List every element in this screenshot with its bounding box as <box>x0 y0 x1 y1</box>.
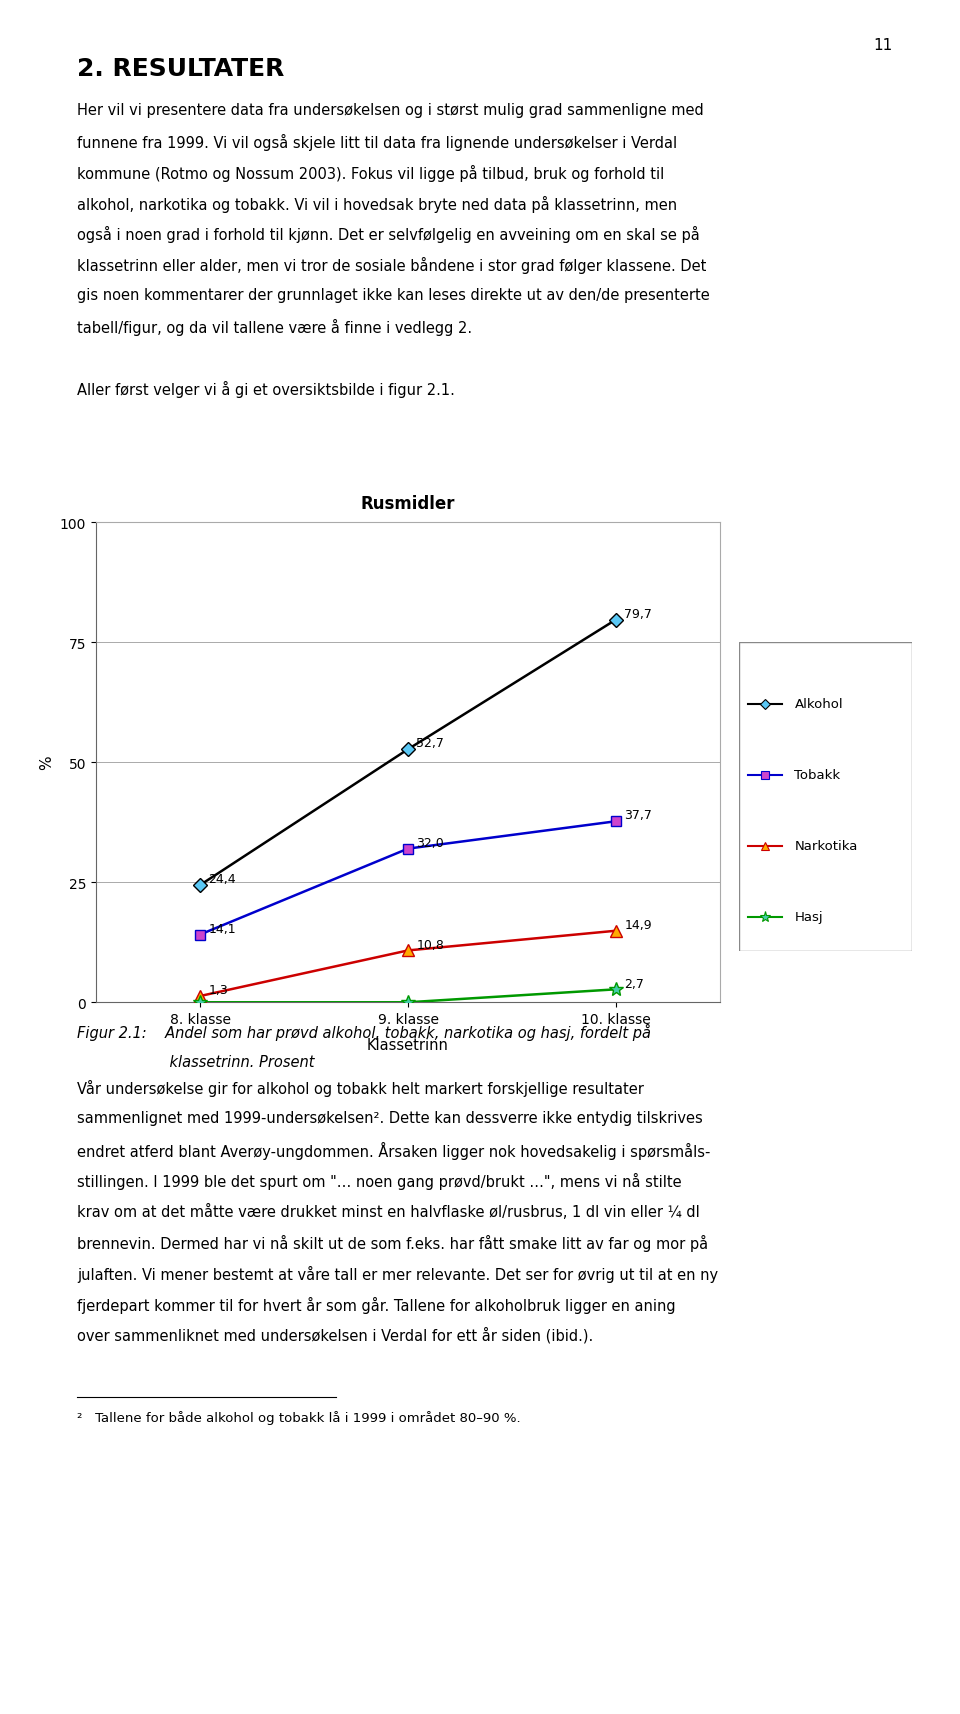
Text: 10,8: 10,8 <box>417 938 444 951</box>
Text: 79,7: 79,7 <box>624 607 652 620</box>
Text: julaften. Vi mener bestemt at våre tall er mer relevante. Det ser for øvrig ut t: julaften. Vi mener bestemt at våre tall … <box>77 1265 718 1282</box>
Y-axis label: %: % <box>39 756 55 770</box>
Text: fjerdepart kommer til for hvert år som går. Tallene for alkoholbruk ligger en an: fjerdepart kommer til for hvert år som g… <box>77 1296 676 1313</box>
Text: stillingen. I 1999 ble det spurt om "… noen gang prøvd/brukt …", mens vi nå stil: stillingen. I 1999 ble det spurt om "… n… <box>77 1172 682 1190</box>
Text: tabell/figur, og da vil tallene være å finne i vedlegg 2.: tabell/figur, og da vil tallene være å f… <box>77 319 472 336</box>
Text: Her vil vi presentere data fra undersøkelsen og i størst mulig grad sammenligne : Her vil vi presentere data fra undersøke… <box>77 103 704 118</box>
Text: klassetrinn. Prosent: klassetrinn. Prosent <box>77 1054 314 1070</box>
Text: over sammenliknet med undersøkelsen i Verdal for ett år siden (ibid.).: over sammenliknet med undersøkelsen i Ve… <box>77 1327 593 1344</box>
Text: Vår undersøkelse gir for alkohol og tobakk helt markert forskjellige resultater: Vår undersøkelse gir for alkohol og toba… <box>77 1080 643 1097</box>
Text: 14,1: 14,1 <box>208 922 236 936</box>
Text: 32,0: 32,0 <box>417 836 444 850</box>
X-axis label: Klassetrinn: Klassetrinn <box>367 1037 449 1052</box>
Text: 2,7: 2,7 <box>624 977 644 991</box>
Text: ²   Tallene for både alkohol og tobakk lå i 1999 i området 80–90 %.: ² Tallene for både alkohol og tobakk lå … <box>77 1411 520 1424</box>
Text: Hasj: Hasj <box>795 910 823 924</box>
Text: Narkotika: Narkotika <box>795 840 858 854</box>
Text: 24,4: 24,4 <box>208 872 236 886</box>
Text: Figur 2.1:    Andel som har prøvd alkohol, tobakk, narkotika og hasj, fordelt på: Figur 2.1: Andel som har prøvd alkohol, … <box>77 1023 651 1040</box>
Title: Rusmidler: Rusmidler <box>361 495 455 512</box>
Text: gis noen kommentarer der grunnlaget ikke kan leses direkte ut av den/de presente: gis noen kommentarer der grunnlaget ikke… <box>77 288 709 303</box>
Text: Aller først velger vi å gi et oversiktsbilde i figur 2.1.: Aller først velger vi å gi et oversiktsb… <box>77 381 455 398</box>
Text: 11: 11 <box>874 38 893 53</box>
Text: 1,3: 1,3 <box>208 984 228 996</box>
Text: klassetrinn eller alder, men vi tror de sosiale båndene i stor grad følger klass: klassetrinn eller alder, men vi tror de … <box>77 257 707 274</box>
Text: Alkohol: Alkohol <box>795 698 843 711</box>
Text: Tobakk: Tobakk <box>795 770 841 782</box>
Text: funnene fra 1999. Vi vil også skjele litt til data fra lignende undersøkelser i : funnene fra 1999. Vi vil også skjele lit… <box>77 134 677 151</box>
Text: sammenlignet med 1999-undersøkelsen². Dette kan dessverre ikke entydig tilskrive: sammenlignet med 1999-undersøkelsen². De… <box>77 1111 703 1126</box>
Text: 37,7: 37,7 <box>624 809 652 823</box>
Text: endret atferd blant Averøy-ungdommen. Årsaken ligger nok hovedsakelig i spørsmål: endret atferd blant Averøy-ungdommen. År… <box>77 1142 710 1160</box>
Text: 14,9: 14,9 <box>624 919 652 931</box>
Text: brennevin. Dermed har vi nå skilt ut de som f.eks. har fått smake litt av far og: brennevin. Dermed har vi nå skilt ut de … <box>77 1234 708 1251</box>
Text: 2. RESULTATER: 2. RESULTATER <box>77 57 284 81</box>
Text: også i noen grad i forhold til kjønn. Det er selvfølgelig en avveining om en ska: også i noen grad i forhold til kjønn. De… <box>77 226 700 243</box>
Text: kommune (Rotmo og Nossum 2003). Fokus vil ligge på tilbud, bruk og forhold til: kommune (Rotmo og Nossum 2003). Fokus vi… <box>77 165 664 182</box>
Text: 52,7: 52,7 <box>417 737 444 751</box>
Text: krav om at det måtte være drukket minst en halvflaske øl/rusbrus, 1 dl vin eller: krav om at det måtte være drukket minst … <box>77 1203 700 1219</box>
Text: alkohol, narkotika og tobakk. Vi vil i hovedsak bryte ned data på klassetrinn, m: alkohol, narkotika og tobakk. Vi vil i h… <box>77 195 677 213</box>
